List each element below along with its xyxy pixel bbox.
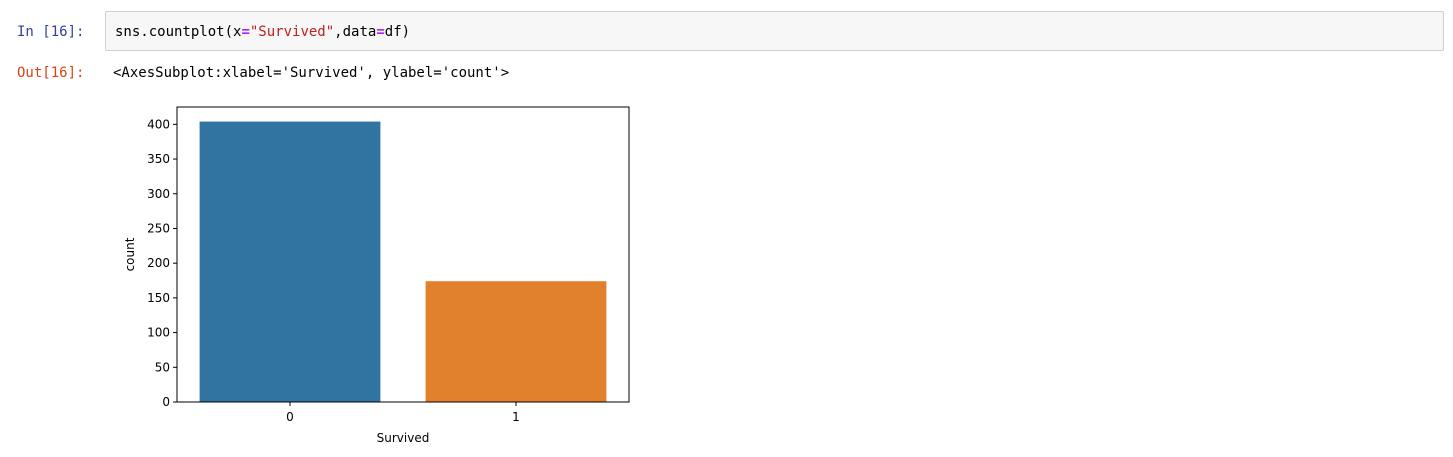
code-operator: = [241, 24, 250, 40]
code-func: sns.countplot(x [115, 24, 242, 40]
y-tick-label: 400 [147, 117, 170, 131]
countplot-chart: 0 50 100 150 200 250 300 350 400 0 1 Survived count [123, 106, 630, 445]
x-axis-label: Survived [377, 431, 430, 445]
y-tick-label: 250 [147, 221, 170, 235]
countplot-figure: 0 50 100 150 200 250 300 350 400 0 1 Survived count [105, 95, 665, 453]
output-repr: <AxesSubplot:xlabel='Survived', ylabel='… [113, 65, 510, 81]
axes-frame [176, 106, 630, 403]
x-tick-label: 0 [286, 410, 294, 424]
code-cell-input[interactable]: sns.countplot(x="Survived",data=df) [105, 11, 1444, 51]
code-line: sns.countplot(x="Survived",data=df) [115, 22, 410, 42]
code-operator: = [376, 24, 385, 40]
output-prompt: Out[16]: [17, 65, 85, 81]
y-tick-label: 350 [147, 152, 170, 166]
code-arg: ,data [334, 24, 377, 40]
y-tick-label: 50 [155, 360, 170, 374]
y-tick-label: 300 [147, 187, 170, 201]
code-tail: df) [384, 24, 411, 40]
y-tick-label: 100 [147, 326, 170, 340]
x-tick-label: 1 [512, 410, 520, 424]
bar-0 [199, 121, 381, 402]
y-axis-label: count [123, 237, 137, 271]
y-tick-label: 0 [162, 395, 170, 409]
bar-1 [425, 281, 607, 402]
y-tick-label: 200 [147, 256, 170, 270]
input-prompt: In [16]: [17, 24, 85, 40]
code-string: "Survived" [249, 24, 335, 40]
y-tick-label: 150 [147, 291, 170, 305]
